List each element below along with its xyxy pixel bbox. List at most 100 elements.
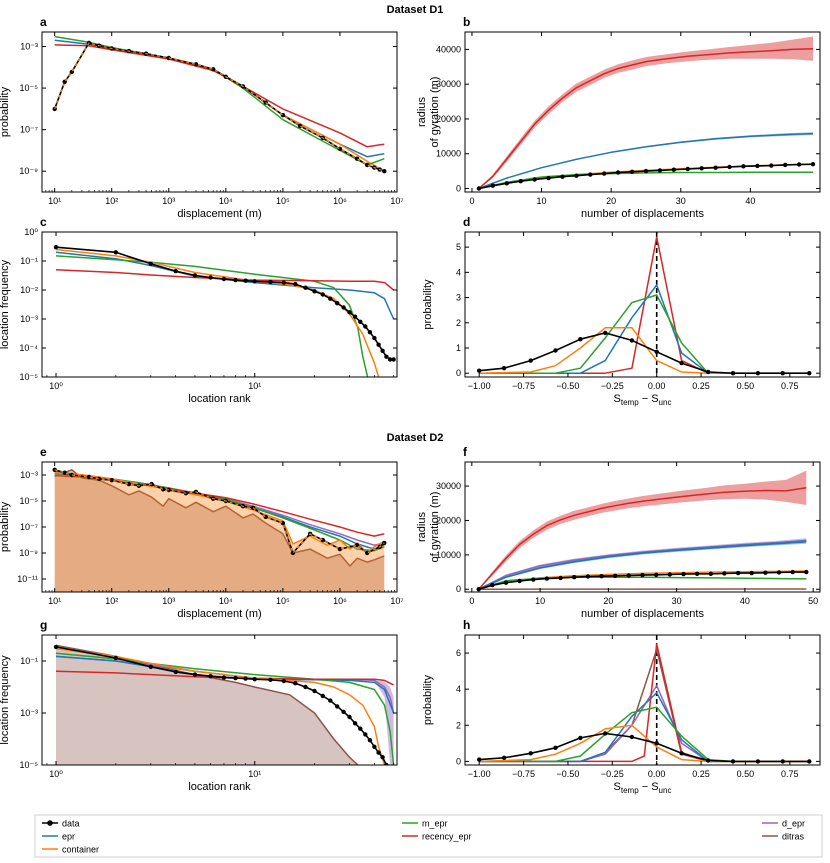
- x-tick-label: 10⁰: [49, 381, 63, 391]
- data-point: [113, 250, 119, 255]
- data-point: [685, 166, 690, 172]
- x-tick-label: 10⁷: [390, 196, 403, 206]
- data-point: [546, 175, 551, 181]
- data-point: [807, 371, 812, 376]
- data-point: [268, 677, 273, 682]
- data-point: [603, 330, 608, 336]
- data-point: [376, 750, 381, 755]
- y-tick-label: 0: [456, 184, 461, 194]
- x-tick-label: 10⁰: [49, 769, 63, 779]
- data-point: [293, 681, 298, 686]
- y-tick-label: 10⁻⁵: [20, 372, 39, 382]
- data-point: [671, 167, 676, 172]
- panel-h: h −1.00 −0.75 −0.50 −0.25 0.00 0.25 0.50 0.75 0 2 4…: [422, 618, 821, 795]
- y-tick-label: 10⁻³: [20, 470, 38, 480]
- data-point: [490, 183, 495, 188]
- y-tick-label: 10⁻¹¹: [17, 574, 38, 584]
- data-point: [681, 571, 686, 577]
- data-point: [109, 478, 114, 483]
- y-tick-label: 10⁻³: [20, 42, 38, 52]
- y-tick-label: 10⁻³: [20, 708, 38, 718]
- data-point: [233, 675, 238, 681]
- legend-label-m-epr: m_epr: [422, 819, 448, 829]
- x-axis-title: Stemp − Sunc: [614, 393, 672, 407]
- y-tick-label: 10⁻⁵: [20, 760, 39, 770]
- series-line-recency_epr: [479, 643, 810, 763]
- data-point: [476, 186, 482, 191]
- data-point: [335, 704, 340, 709]
- y-axis-title: radiusof gyration (m): [416, 492, 441, 563]
- x-tick-label: 10²: [105, 196, 118, 206]
- data-point: [221, 675, 227, 680]
- data-point: [337, 546, 343, 552]
- x-axis-title: location rank: [188, 393, 251, 405]
- legend: data epr container m_epr recency_epr d_e…: [34, 814, 823, 858]
- data-point: [804, 569, 809, 575]
- data-point: [578, 337, 583, 342]
- y-tick-label: 10⁻⁹: [19, 166, 38, 176]
- data-point: [585, 574, 591, 579]
- data-point: [780, 759, 785, 764]
- data-point: [113, 655, 119, 661]
- data-point: [328, 698, 333, 703]
- legend-entry-d-epr: d_epr: [762, 819, 805, 829]
- data-point: [96, 476, 102, 482]
- x-tick-label: 30: [672, 596, 682, 606]
- series-band-ditras: [54, 469, 385, 592]
- panel-label: a: [40, 15, 47, 29]
- x-axis-title: Stemp − Sunc: [614, 781, 672, 795]
- axes-frame: [464, 461, 821, 593]
- series-line-recency_epr: [55, 670, 394, 686]
- data-point: [384, 762, 389, 765]
- data-point: [358, 319, 363, 324]
- data-point: [354, 543, 360, 548]
- y-tick-label: 40000: [436, 44, 461, 54]
- y-axis-title: location frequency: [0, 259, 11, 349]
- data-point: [477, 368, 482, 373]
- data-point: [193, 62, 199, 67]
- data-point: [328, 296, 333, 301]
- plot-area: [53, 245, 396, 377]
- series-line-recency_epr: [479, 236, 810, 374]
- legend-label-d-epr: d_epr: [782, 819, 805, 829]
- data-point: [810, 162, 816, 167]
- axes-frame: [41, 634, 398, 766]
- x-tick-label: 0.75: [781, 381, 799, 391]
- legend-label-epr: epr: [62, 832, 75, 842]
- data-point: [391, 357, 396, 362]
- data-point: [372, 335, 377, 341]
- data-point: [780, 371, 785, 376]
- y-axis-title: radiusof gyration (m): [416, 77, 441, 148]
- data-point: [706, 758, 711, 763]
- data-point: [293, 281, 298, 287]
- data-point: [347, 310, 352, 315]
- data-point: [629, 338, 635, 343]
- y-tick-label: 4: [456, 267, 461, 277]
- data-point: [588, 172, 593, 177]
- series-line-epr: [478, 541, 807, 590]
- data-point: [365, 550, 370, 556]
- legend-label-ditras: ditras: [782, 832, 805, 842]
- data-point: [708, 571, 713, 576]
- series-band-container: [54, 472, 385, 592]
- series-line-data: [53, 42, 385, 172]
- data-point: [657, 168, 663, 173]
- axes-frame: [464, 31, 821, 193]
- data-point: [365, 162, 370, 168]
- data-point: [126, 481, 132, 487]
- x-tick-label: 30: [676, 196, 686, 206]
- data-point: [367, 330, 373, 335]
- data-point: [629, 734, 635, 740]
- x-tick-label: 0.50: [737, 769, 755, 779]
- data-point: [312, 688, 317, 694]
- x-tick-label: 10⁴: [219, 196, 233, 206]
- x-tick-label: −0.25: [601, 769, 624, 779]
- x-tick-label: 40: [745, 196, 755, 206]
- data-point: [268, 279, 273, 285]
- legend-entry-recency-epr: recency_epr: [402, 832, 472, 842]
- data-point: [769, 163, 774, 168]
- series-line-container: [478, 163, 814, 190]
- series-line-epr: [478, 132, 814, 190]
